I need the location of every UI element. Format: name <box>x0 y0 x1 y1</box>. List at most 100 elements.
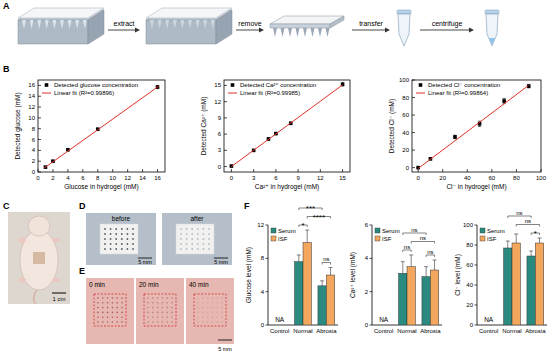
arrow <box>236 30 260 31</box>
y-tick-label: 100 <box>463 222 474 228</box>
significance-bracket <box>403 250 411 252</box>
needle-mark <box>216 321 218 323</box>
needle <box>150 20 154 29</box>
needle-mark <box>216 312 218 314</box>
site-outline <box>94 294 126 326</box>
y-tick <box>224 117 227 118</box>
y-tick-label: 4 <box>261 289 265 295</box>
needle-mark <box>202 321 204 323</box>
needle <box>303 28 307 37</box>
y-tick-label: 12 <box>28 104 35 110</box>
legend-label: ISF <box>487 236 497 242</box>
y-tick-label: 20 <box>466 302 473 308</box>
mouse-head <box>28 216 50 236</box>
needle-dot <box>110 248 112 250</box>
x-tick-label: 0 <box>230 175 234 181</box>
y-tick <box>266 291 269 292</box>
site-outline <box>194 294 226 326</box>
photo <box>86 213 156 265</box>
plot-area <box>416 84 530 169</box>
y-tick-label: 14 <box>28 93 35 99</box>
x-tick <box>253 169 254 172</box>
plot-area <box>504 234 544 325</box>
needle <box>60 20 64 29</box>
x-tick-label: 10 <box>109 175 116 181</box>
y-tick <box>475 285 478 286</box>
plot-area <box>399 255 439 325</box>
needle-mark <box>207 321 209 323</box>
x-tick-label: 4 <box>66 175 70 181</box>
x-tick-label: 20 <box>439 175 446 181</box>
needle-mark <box>197 302 199 304</box>
needle <box>68 20 72 29</box>
needle-mark <box>152 297 154 299</box>
needle-dot <box>104 238 106 240</box>
panel-label: F <box>244 201 250 211</box>
needle-mark <box>207 312 209 314</box>
photo <box>186 278 234 344</box>
y-tick <box>224 101 227 102</box>
step-label: remove <box>238 20 261 27</box>
x-tick-label: 16 <box>154 175 161 181</box>
needle-mark <box>147 302 149 304</box>
needle-mark <box>112 312 114 314</box>
significance-label: ns <box>404 244 410 250</box>
bar <box>527 256 535 325</box>
y-axis <box>268 225 269 325</box>
y-tick-label: 3 <box>218 147 222 153</box>
x-tick-label: Normal <box>502 328 521 334</box>
legend-swatch <box>375 228 380 233</box>
error-bar <box>424 267 428 277</box>
patch-layer <box>18 8 104 18</box>
needle-mark <box>147 297 149 299</box>
needle-mark <box>102 302 104 304</box>
y-tick-label: 12 <box>214 99 221 105</box>
scale-bar <box>52 292 66 293</box>
needle-mark <box>116 297 118 299</box>
legend-label: Linear fit (R²=0.99896) <box>54 90 114 96</box>
needle-mark <box>157 312 159 314</box>
mouse-leg <box>52 238 60 243</box>
needle-mark <box>112 302 114 304</box>
bar <box>430 270 438 325</box>
error-bar <box>305 230 309 243</box>
panel-label: C <box>3 201 10 211</box>
needle-dot <box>208 238 210 240</box>
needle-dot <box>186 233 188 235</box>
needle-mark <box>162 302 164 304</box>
needle-mark <box>197 297 199 299</box>
needle-mark <box>121 307 123 309</box>
needle-mark <box>162 321 164 323</box>
needle-dot <box>121 228 123 230</box>
needle-mark <box>102 312 104 314</box>
mouse-leg <box>52 278 60 283</box>
legend-label: Serum <box>278 228 296 234</box>
x-axis-label: Glucose in hydrogel (mM) <box>64 183 138 191</box>
step-label: transfer <box>359 20 383 27</box>
needle <box>196 20 200 29</box>
needle-mark <box>147 321 149 323</box>
needle-dot <box>121 238 123 240</box>
y-tick-label: 12 <box>257 222 264 228</box>
needle-dot <box>186 228 188 230</box>
needle-dot <box>104 248 106 250</box>
legend-label: Linear fit (R²=0.99864) <box>428 90 488 96</box>
y-tick-label: 6 <box>218 131 222 137</box>
annotation: NA <box>275 316 285 323</box>
needle-dot <box>115 238 117 240</box>
y-tick-label: 20 <box>402 147 409 153</box>
needle <box>311 28 315 37</box>
y-tick-label: 80 <box>466 242 473 248</box>
scale-label: 5 mm <box>218 346 232 352</box>
needle-mark <box>212 316 214 318</box>
tube-liquid <box>489 38 495 45</box>
legend-swatch <box>480 228 485 233</box>
needle-mark <box>97 316 99 318</box>
needle-mark <box>157 316 159 318</box>
y-axis <box>477 225 478 325</box>
needle-mark <box>207 302 209 304</box>
fit-line <box>231 85 342 167</box>
x-tick <box>491 169 492 172</box>
scale-label: 5 mm <box>214 259 228 265</box>
needle-dot <box>132 248 134 250</box>
